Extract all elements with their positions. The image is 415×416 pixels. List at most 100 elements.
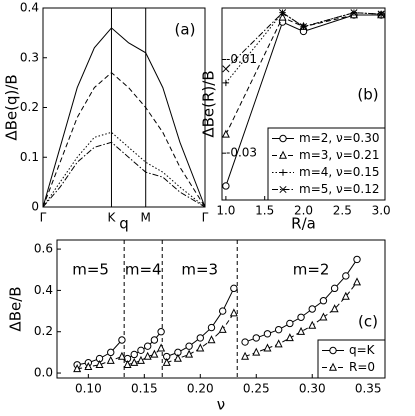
y-tick-label: 0.6 xyxy=(34,242,53,256)
y-axis-label: ΔBe/B xyxy=(7,286,25,331)
legend-label: R=0 xyxy=(349,360,375,374)
marker xyxy=(252,347,261,356)
x-tick-label: M xyxy=(141,211,151,225)
marker xyxy=(130,350,138,359)
marker xyxy=(107,348,115,357)
legend-label: m=2, ν=0.30 xyxy=(299,131,379,145)
x-tick-label: 3.0 xyxy=(372,204,391,218)
line xyxy=(42,72,206,208)
marker xyxy=(299,23,308,31)
marker xyxy=(279,169,287,176)
marker xyxy=(308,320,317,329)
marker xyxy=(222,182,230,190)
y-axis-label: ΔBe(R)/B xyxy=(200,70,218,137)
panel-label: (a) xyxy=(175,21,196,39)
legend-label: q=K xyxy=(349,343,376,357)
marker xyxy=(279,134,287,143)
marker xyxy=(263,343,272,352)
marker xyxy=(241,338,249,346)
marker xyxy=(341,291,350,300)
marker xyxy=(241,351,250,360)
x-tick-label: 0.25 xyxy=(243,382,270,396)
marker xyxy=(221,129,230,138)
legend-box xyxy=(317,339,386,379)
marker xyxy=(278,150,288,159)
marker xyxy=(123,359,132,368)
marker xyxy=(73,364,82,373)
marker xyxy=(95,359,104,368)
y-tick-label: 0.1 xyxy=(20,150,39,164)
x-tick-label: 1.0 xyxy=(216,204,235,218)
marker xyxy=(143,351,152,360)
marker xyxy=(150,349,159,358)
marker xyxy=(157,328,165,336)
marker xyxy=(143,342,152,350)
marker xyxy=(222,65,230,73)
marker xyxy=(185,349,194,358)
legend-label: m=3, ν=0.21 xyxy=(299,148,379,162)
marker xyxy=(330,304,339,313)
marker xyxy=(330,284,339,293)
marker xyxy=(117,351,126,360)
marker xyxy=(297,326,306,335)
x-tick-label: 0.35 xyxy=(355,382,382,396)
x-tick-label: 0.20 xyxy=(187,382,214,396)
marker xyxy=(207,335,216,344)
marker xyxy=(252,334,260,342)
x-tick-label: Γ xyxy=(202,211,209,225)
y-tick-label: 0.2 xyxy=(20,100,39,114)
legend-label: m=5, ν=0.12 xyxy=(299,182,379,196)
marker xyxy=(185,342,193,350)
marker xyxy=(285,333,294,342)
x-axis-label: ν xyxy=(217,396,225,414)
y-tick-label: 0.4 xyxy=(20,1,39,15)
marker xyxy=(150,336,159,344)
marker xyxy=(162,357,171,366)
line xyxy=(42,131,206,208)
x-tick-label: 0.15 xyxy=(131,382,158,396)
marker xyxy=(279,185,287,194)
marker xyxy=(222,79,230,87)
marker xyxy=(328,362,338,371)
marker xyxy=(173,353,182,362)
marker xyxy=(263,330,272,338)
marker xyxy=(218,307,227,315)
line xyxy=(244,281,358,357)
marker xyxy=(84,362,93,371)
marker xyxy=(319,312,328,321)
marker xyxy=(157,343,166,352)
y-tick-label: 0.2 xyxy=(34,324,53,338)
marker xyxy=(377,10,385,18)
marker xyxy=(118,336,126,344)
region-label: m=2 xyxy=(293,261,330,279)
plot-frame xyxy=(56,239,386,379)
marker xyxy=(274,325,283,334)
y-tick-label: 0.3 xyxy=(20,50,39,64)
legend-box xyxy=(267,127,386,201)
panel-label: (c) xyxy=(358,313,378,331)
x-tick-label: 2.5 xyxy=(333,204,352,218)
marker xyxy=(230,284,238,293)
marker xyxy=(319,297,328,305)
marker xyxy=(196,334,204,342)
marker xyxy=(286,319,294,328)
marker xyxy=(136,355,145,364)
x-axis-label: q xyxy=(119,215,129,233)
y-tick-label: 0 xyxy=(31,200,39,214)
marker xyxy=(308,305,316,313)
marker xyxy=(278,12,287,21)
y-tick-label: -0.03 xyxy=(226,146,257,160)
region-label: m=5 xyxy=(72,261,109,279)
region-label: m=3 xyxy=(181,261,218,279)
marker xyxy=(297,313,305,321)
marker xyxy=(130,357,139,366)
x-tick-label: Γ xyxy=(40,211,47,225)
x-tick-label: K xyxy=(108,211,117,225)
x-tick-label: 2.0 xyxy=(294,204,313,218)
x-tick-label: 0.30 xyxy=(299,382,326,396)
line xyxy=(225,12,382,84)
y-tick-label: -0.01 xyxy=(226,52,257,66)
marker xyxy=(229,308,238,317)
panel-label: (b) xyxy=(357,86,378,104)
